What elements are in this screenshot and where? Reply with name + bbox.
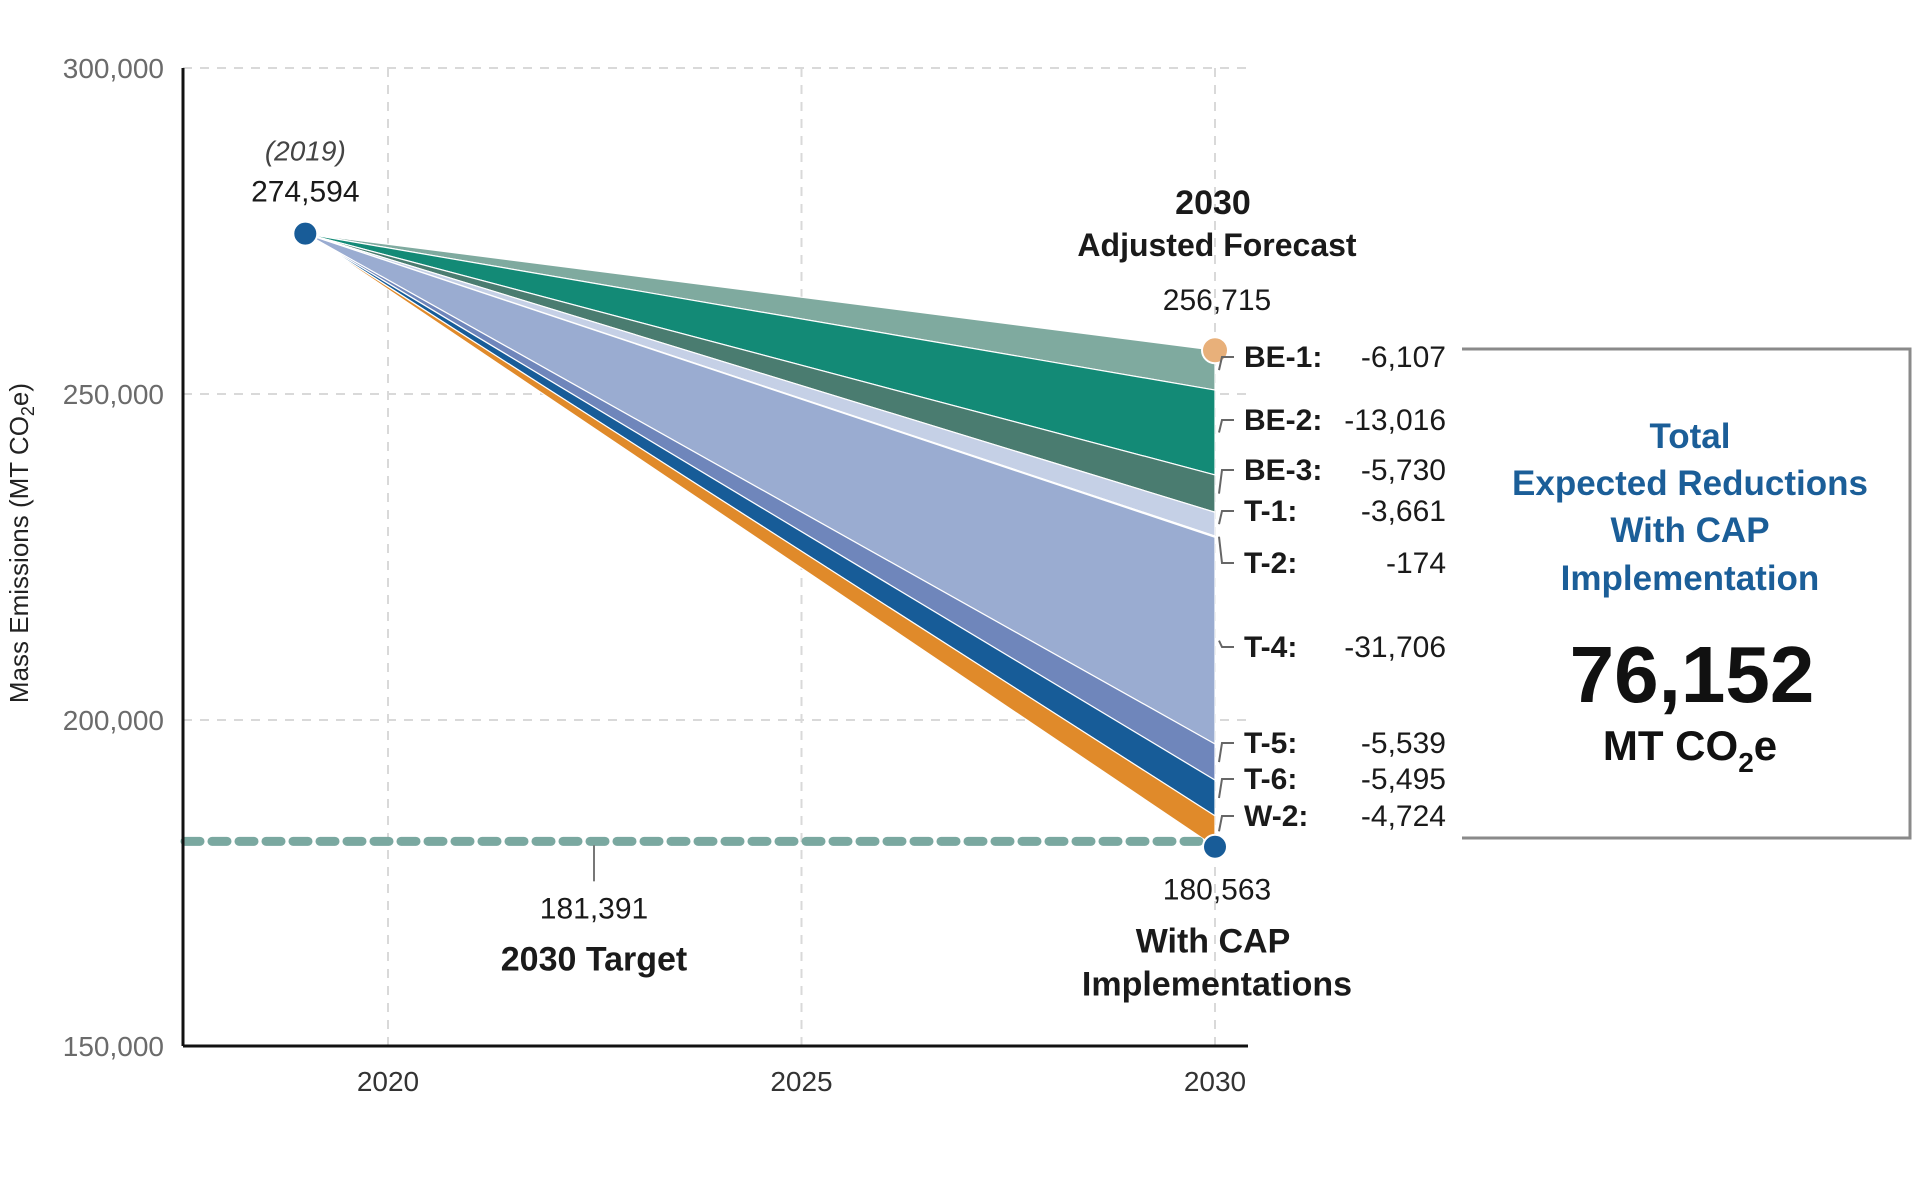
forecast-year-title: 2030 (1175, 184, 1251, 222)
legend-row-be-1: BE-1: -6,107 (1218, 341, 1446, 374)
y-tick-label: 250,000 (63, 379, 164, 410)
reduction-legend: BE-1: -6,107 BE-2: -13,016 BE-3: -5,730 T-1: -3… (1218, 341, 1446, 833)
leader-line (1218, 356, 1234, 371)
forecast-subtitle: Adjusted Forecast (1077, 227, 1357, 263)
legend-row-t-6: T-6: -5,495 (1218, 763, 1446, 799)
legend-label: T-5: (1244, 727, 1297, 760)
baseline-value-label: 274,594 (251, 176, 359, 209)
axes (181, 68, 1248, 1048)
leader-line (1218, 815, 1234, 832)
total-box-title-line: Total (1649, 417, 1730, 456)
legend-label: BE-3: (1244, 454, 1322, 487)
leader-line (1218, 640, 1234, 648)
legend-value: -5,539 (1361, 727, 1446, 760)
legend-value: -6,107 (1361, 341, 1446, 374)
legend-row-t-5: T-5: -5,539 (1218, 727, 1446, 763)
leader-line (1218, 510, 1234, 525)
leader-line (1218, 742, 1234, 763)
legend-row-be-2: BE-2: -13,016 (1218, 404, 1446, 437)
forecast-value-label: 256,715 (1163, 284, 1271, 317)
total-box-unit-sub: 2 (1738, 747, 1754, 778)
leader-line (1218, 536, 1234, 564)
total-box-unit-tail: e (1754, 722, 1777, 769)
leader-line (1218, 419, 1234, 433)
total-box-border (1462, 347, 1912, 840)
leader-line (1218, 469, 1234, 494)
legend-row-w-2: W-2: -4,724 (1218, 800, 1446, 833)
x-tick-label: 2020 (357, 1066, 419, 1097)
legend-row-t-4: T-4: -31,706 (1218, 631, 1446, 664)
baseline-point (292, 220, 319, 247)
target-value-label: 181,391 (540, 892, 648, 925)
x-tick-label: 2025 (770, 1066, 832, 1097)
with-cap-value-label: 180,563 (1163, 874, 1271, 907)
y-axis-title-group: Mass Emissions (MT CO2e) (4, 383, 38, 703)
y-tick-label: 300,000 (63, 53, 164, 84)
with-cap-label-line2: Implementations (1082, 966, 1352, 1004)
total-box-title-line: Expected Reductions (1512, 464, 1868, 503)
annotations: (2019) 274,594 2030 Adjusted Forecast 256,71… (251, 136, 1357, 1004)
target-line-group: 181,391 2030 Target (180, 836, 1212, 978)
total-reductions-box: Total Expected Reductions With CAP Implemen… (1462, 347, 1912, 840)
area-w-2 (304, 233, 1216, 848)
legend-label: W-2: (1244, 800, 1308, 833)
target-label: 2030 Target (501, 940, 687, 978)
tick-labels: 150,000 200,000 250,000 300,000 2020 2025 2030 (63, 53, 1246, 1097)
y-axis-title-tail: e) (4, 383, 34, 406)
legend-row-t-2: T-2: -174 (1218, 536, 1446, 580)
legend-value: -5,730 (1361, 454, 1446, 487)
x-tick-label: 2030 (1184, 1066, 1246, 1097)
with-cap-label-line1: With CAP (1136, 923, 1291, 961)
y-tick-label: 150,000 (63, 1031, 164, 1062)
legend-value: -4,724 (1361, 800, 1446, 833)
legend-value: -5,495 (1361, 763, 1446, 796)
total-box-unit-main: MT CO (1603, 722, 1738, 769)
total-box-value: 76,152 (1570, 630, 1815, 719)
legend-label: BE-2: (1244, 404, 1322, 437)
total-box-unit: MT CO2e (1603, 722, 1777, 778)
y-axis-title-main: Mass Emissions (MT CO (4, 416, 34, 703)
reduction-areas (304, 233, 1216, 848)
forecast-point (1201, 336, 1229, 365)
legend-label: T-4: (1244, 631, 1297, 664)
legend-label: T-2: (1244, 547, 1297, 580)
legend-row-t-1: T-1: -3,661 (1218, 495, 1446, 528)
y-tick-label: 200,000 (63, 705, 164, 736)
total-box-title-line: Implementation (1561, 559, 1820, 598)
y-axis-title-sub: 2 (18, 406, 38, 416)
legend-value: -31,706 (1344, 631, 1446, 664)
baseline-year-label: (2019) (265, 136, 346, 167)
total-box-title-line: With CAP (1610, 511, 1769, 550)
legend-value: -174 (1386, 547, 1446, 580)
with-cap-point (1202, 833, 1228, 860)
legend-row-be-3: BE-3: -5,730 (1218, 454, 1446, 494)
legend-label: T-6: (1244, 763, 1297, 796)
leader-line (1218, 778, 1234, 799)
legend-label: T-1: (1244, 495, 1297, 528)
y-axis-title: Mass Emissions (MT CO2e) (4, 383, 38, 703)
legend-label: BE-1: (1244, 341, 1322, 374)
legend-value: -3,661 (1361, 495, 1446, 528)
legend-value: -13,016 (1344, 404, 1446, 437)
